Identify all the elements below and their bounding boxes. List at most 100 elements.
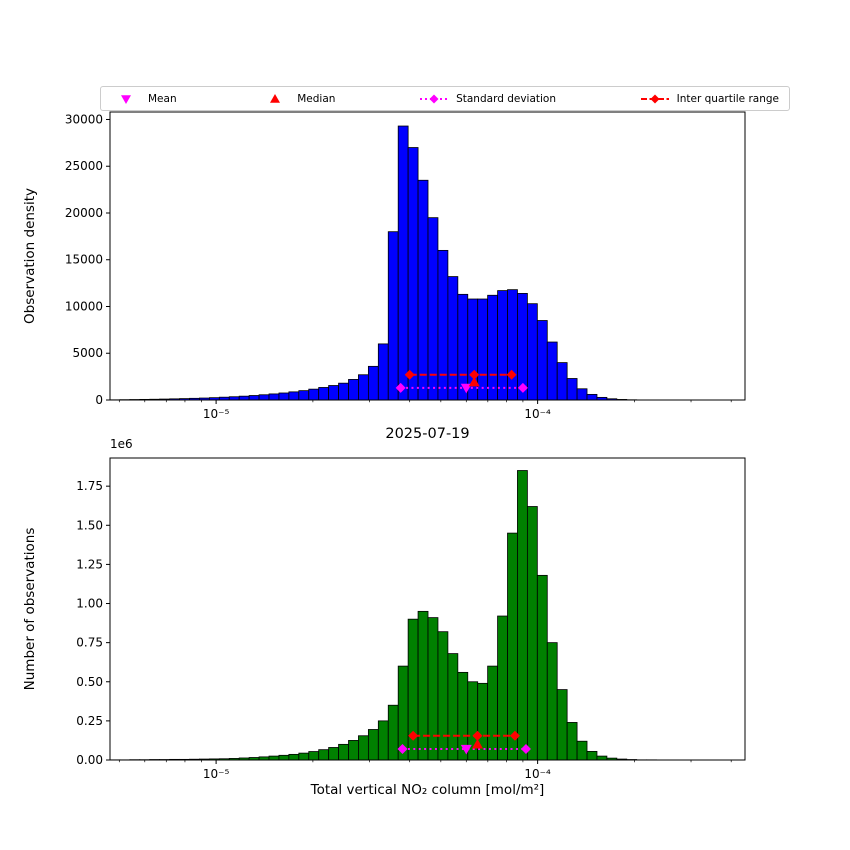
y-tick-label: 1.25: [76, 557, 103, 571]
legend-item-mean: Mean: [111, 91, 177, 107]
y-tick-label: 1.00: [76, 597, 103, 611]
legend-label-standard-deviation: Standard deviation: [456, 92, 557, 105]
histogram-bar: [288, 753, 300, 761]
histogram-bar: [258, 394, 270, 401]
histogram-bar: [367, 729, 379, 761]
x-tick-label: 10⁻⁵: [203, 407, 230, 421]
histogram-bar: [596, 755, 608, 761]
y-tick-label: 0.50: [76, 675, 103, 689]
mean-marker-icon: [460, 744, 472, 755]
std-left-diamond-icon: [395, 382, 406, 393]
x-tick-label: 10⁻⁵: [203, 767, 230, 781]
histogram-bar: [328, 385, 339, 401]
histogram-bar: [268, 755, 280, 761]
legend-label-inter-quartile-range: Inter quartile range: [676, 92, 779, 105]
observation-density-bars: [109, 125, 657, 401]
histogram-bar: [477, 298, 489, 401]
histogram-bar: [556, 689, 568, 761]
y-tick-label: 0.75: [76, 636, 103, 650]
histogram-bar: [387, 704, 399, 761]
histogram-bar: [377, 720, 389, 761]
legend-item-inter-quartile-range: Inter quartile range: [640, 91, 779, 107]
legend: Mean Median Standard deviation Inter qua…: [100, 86, 790, 111]
legend-item-median: Median: [260, 91, 335, 107]
histogram-bar: [536, 574, 548, 761]
y-tick-label: 1.50: [76, 518, 103, 532]
histogram-bar: [556, 362, 568, 401]
legend-label-mean: Mean: [148, 92, 177, 105]
histogram-bar: [586, 750, 598, 761]
histogram-bar: [497, 290, 508, 401]
inter-quartile-range-marker-icon: [640, 94, 669, 103]
histogram-bar: [278, 392, 290, 401]
triangle-up-marker-icon: [270, 93, 281, 103]
histogram-bar: [487, 294, 498, 401]
histogram-bar: [507, 289, 518, 401]
observation-density-plot: 10⁻⁵ 10⁻⁴ 0 5000 10000 15000 20000 25000 30000: [65, 111, 746, 421]
x-axis-label: Total vertical NO₂ column [mol/m²]: [310, 782, 545, 798]
histogram-bar: [497, 615, 508, 761]
histogram-bar: [526, 303, 538, 401]
histogram-bar: [367, 365, 379, 401]
histogram-bar: [358, 735, 369, 761]
y-tick-label: 0.25: [76, 714, 103, 728]
histogram-bar: [387, 231, 399, 401]
median-marker-icon: [270, 93, 281, 103]
histogram-bar: [417, 179, 429, 401]
histogram-bar: [437, 631, 449, 761]
histogram-bar: [348, 379, 359, 401]
axes-spines: [109, 111, 746, 401]
mean-marker-icon: [121, 94, 131, 104]
histogram-bar: [308, 388, 320, 401]
histogram-bar: [576, 740, 588, 761]
histogram-bar: [447, 653, 459, 761]
histogram-bar: [397, 125, 409, 401]
histogram-bar: [358, 374, 369, 401]
median-marker-icon: [471, 738, 483, 749]
bottom-y-axis-label: Number of observations: [22, 527, 38, 691]
histogram-bar: [288, 391, 300, 401]
legend-item-standard-deviation: Standard deviation: [419, 91, 556, 107]
histogram-bar: [328, 747, 339, 761]
histogram-bar: [576, 388, 588, 401]
standard-deviation-marker-icon: [420, 94, 449, 103]
number-of-observations-plot: 10⁻⁵ 10⁻⁴ 0.00 0.25 0.50 0.75 1.00 1.25 1.50 1.75: [76, 457, 746, 781]
histogram-bar: [377, 343, 389, 401]
histogram-bar: [427, 217, 439, 401]
std-left-diamond-icon: [397, 744, 408, 755]
iqr-left-diamond-icon: [408, 730, 419, 741]
y-tick-label: 0.00: [76, 753, 103, 767]
iqr-mid-diamond-icon: [469, 369, 480, 380]
histogram-bar: [308, 751, 320, 761]
iqr-right-diamond-icon: [506, 369, 517, 380]
histogram-bar: [517, 470, 528, 761]
triangle-down-marker-icon: [121, 94, 131, 104]
histogram-bar: [338, 382, 349, 401]
y-tick-label: 30000: [65, 112, 103, 126]
histogram-bar: [238, 395, 250, 401]
y-tick-label: 5000: [72, 346, 103, 360]
histogram-bar: [268, 393, 280, 401]
histogram-bar: [278, 754, 290, 761]
histogram-bar: [427, 617, 439, 761]
iqr-right-diamond-icon: [509, 730, 520, 741]
axes-spines: [109, 457, 746, 761]
iqr-left-diamond-icon: [404, 369, 415, 380]
y-tick-label: 20000: [65, 206, 103, 220]
chart-title: 2025-07-19: [385, 426, 470, 442]
y-tick-label: 0: [95, 393, 103, 407]
std-right-diamond-icon: [520, 744, 531, 755]
histogram-bar: [507, 532, 518, 761]
histogram-bar: [546, 642, 558, 761]
std-right-diamond-icon: [517, 382, 528, 393]
histogram-bar: [566, 722, 578, 761]
histogram-bar: [437, 249, 449, 401]
histogram-bar: [318, 387, 330, 401]
y-tick-label: 1.75: [76, 479, 103, 493]
diamond-marker-icon: [650, 94, 660, 103]
x-tick-label: 10⁻⁴: [524, 767, 551, 781]
histogram-bar: [586, 393, 598, 401]
y-tick-label: 25000: [65, 159, 103, 173]
x-tick-label: 10⁻⁴: [524, 407, 551, 421]
